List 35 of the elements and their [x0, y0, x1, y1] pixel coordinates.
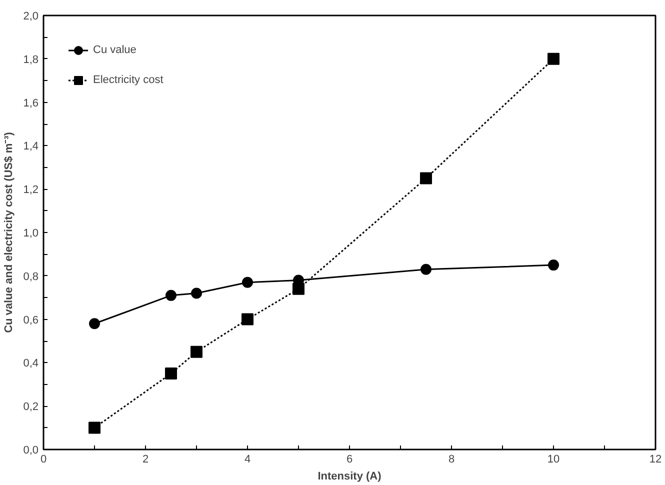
point: [242, 276, 253, 288]
y-tick-label: 0,8: [23, 270, 39, 283]
y-tick-label: 1,6: [23, 97, 39, 110]
point: [420, 264, 432, 275]
point: [548, 52, 560, 65]
y-tick-label: 0,6: [23, 314, 39, 326]
point: [242, 313, 254, 326]
y-tick-label: 0,2: [23, 401, 39, 414]
point: [166, 290, 176, 301]
x-tick-label: 10: [547, 454, 560, 466]
x-tick-label: 2: [142, 454, 149, 466]
point: [420, 172, 432, 184]
y-tick-label: 2,0: [23, 10, 39, 22]
point: [88, 422, 100, 434]
point: [292, 282, 304, 295]
y-tick-label: 0,4: [23, 358, 39, 370]
legend-label: Electricity cost: [93, 74, 164, 86]
point: [191, 288, 202, 299]
legend-label: Cu value: [93, 44, 136, 56]
y-axis-title: Cu value and electricity cost (US$ m⁻³): [3, 132, 16, 333]
point: [89, 318, 100, 330]
x-axis-title: Intensity (A): [318, 470, 382, 482]
y-tick-label: 1,0: [23, 228, 39, 240]
point: [165, 368, 177, 380]
y-tick-label: 1,4: [23, 140, 39, 153]
y-tick-label: 1,8: [23, 54, 39, 66]
point: [548, 260, 559, 271]
y-tick-label: 0,0: [23, 444, 39, 456]
x-tick-label: 4: [244, 454, 251, 466]
x-tick-label: 12: [649, 454, 662, 466]
x-tick-label: 8: [448, 454, 455, 466]
x-tick-label: 6: [346, 454, 353, 466]
x-tick-label: 0: [40, 454, 47, 466]
y-tick-label: 1,2: [23, 184, 39, 196]
point: [190, 346, 202, 358]
